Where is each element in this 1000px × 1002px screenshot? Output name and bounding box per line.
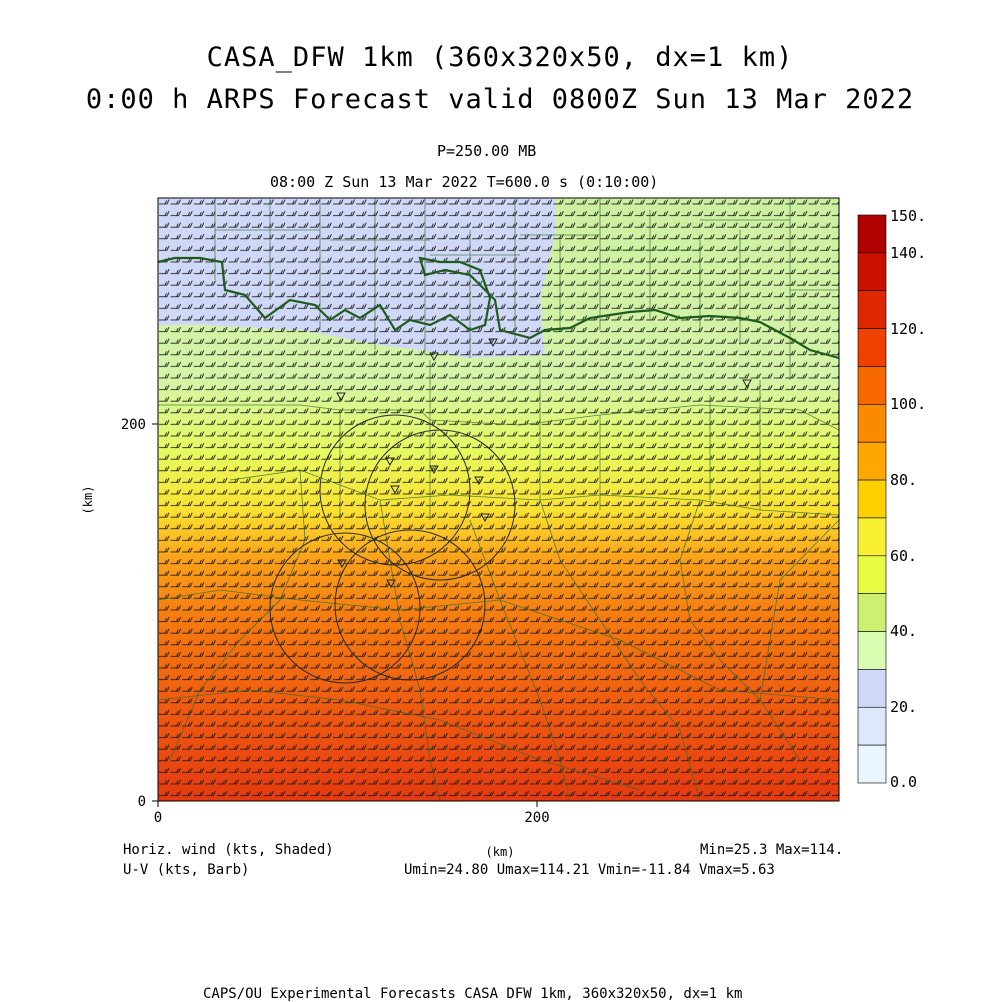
station-marker-icon [429, 465, 439, 475]
pressure-label: P=250.00 MB [437, 142, 537, 160]
colorbar-label: 80. [890, 471, 918, 489]
colorbar-label: 0.0 [890, 773, 918, 791]
colorbar-swatch [857, 290, 887, 329]
footer-credit: CAPS/OU Experimental Forecasts CASA DFW … [203, 986, 743, 1002]
colorbar-swatch [857, 669, 887, 708]
uv-range-readout: Umin=24.80 Umax=114.21 Vmin=-11.84 Vmax=… [404, 862, 775, 878]
station-marker-icon [385, 457, 395, 467]
radar-ring [269, 532, 421, 684]
axis-ticks [152, 423, 538, 807]
colorbar-swatch [857, 328, 887, 367]
colorbar-label: 150. [890, 207, 927, 225]
colorbar-swatch [857, 214, 887, 254]
colorbar [857, 214, 887, 784]
colorbar-swatch [857, 706, 887, 746]
colorbar-label: 40. [890, 622, 918, 640]
plot-area [157, 197, 840, 802]
station-marker-icon [337, 559, 347, 569]
colorbar-swatch [857, 441, 887, 481]
x-axis-label: (km) [486, 845, 515, 859]
x-tick-label: 200 [524, 810, 549, 826]
colorbar-label: 100. [890, 395, 927, 413]
legend-shaded-field: Horiz. wind (kts, Shaded) [123, 842, 334, 858]
station-marker-icon [474, 476, 484, 486]
legend-barb-field: U-V (kts, Barb) [123, 862, 250, 878]
min-max-readout: Min=25.3 Max=114. [700, 842, 844, 858]
colorbar-label: 20. [890, 698, 918, 716]
colorbar-swatch [857, 252, 887, 292]
colorbar-swatch [857, 517, 887, 557]
station-marker-icon [480, 513, 490, 523]
state-boundary [157, 256, 840, 360]
colorbar-label: 60. [890, 547, 918, 565]
y-tick-label: 200 [121, 417, 146, 433]
colorbar-swatch [857, 366, 887, 405]
wind-barbs [158, 198, 839, 801]
title-line-1: CASA_DFW 1km (360x320x50, dx=1 km) [206, 42, 794, 73]
colorbar-swatch [857, 555, 887, 594]
station-marker-icon [488, 338, 498, 348]
plot-frame [157, 197, 840, 802]
colorbar-swatch [857, 479, 887, 519]
colorbar-label: 120. [890, 320, 927, 338]
station-marker-icon [429, 352, 439, 362]
colorbar-swatch [857, 744, 887, 784]
colorbar-label: 140. [890, 244, 927, 262]
radar-ring [319, 414, 471, 566]
time-label: 08:00 Z Sun 13 Mar 2022 T=600.0 s (0:10:… [270, 173, 659, 191]
station-marker-icon [390, 485, 400, 495]
title-line-2: 0:00 h ARPS Forecast valid 0800Z Sun 13 … [85, 84, 915, 115]
colorbar-swatch [857, 404, 887, 443]
radar-range-rings [269, 414, 516, 684]
y-axis-label: (km) [81, 486, 95, 515]
station-marker-icon [742, 379, 752, 389]
radar-ring [334, 529, 486, 681]
station-markers [336, 338, 752, 589]
colorbar-swatch [857, 593, 887, 632]
colorbar-swatch [857, 631, 887, 670]
station-marker-icon [336, 392, 346, 402]
x-tick-label: 0 [154, 810, 162, 826]
county-boundaries [157, 198, 840, 802]
station-marker-icon [386, 579, 396, 589]
y-tick-label: 0 [138, 794, 146, 810]
